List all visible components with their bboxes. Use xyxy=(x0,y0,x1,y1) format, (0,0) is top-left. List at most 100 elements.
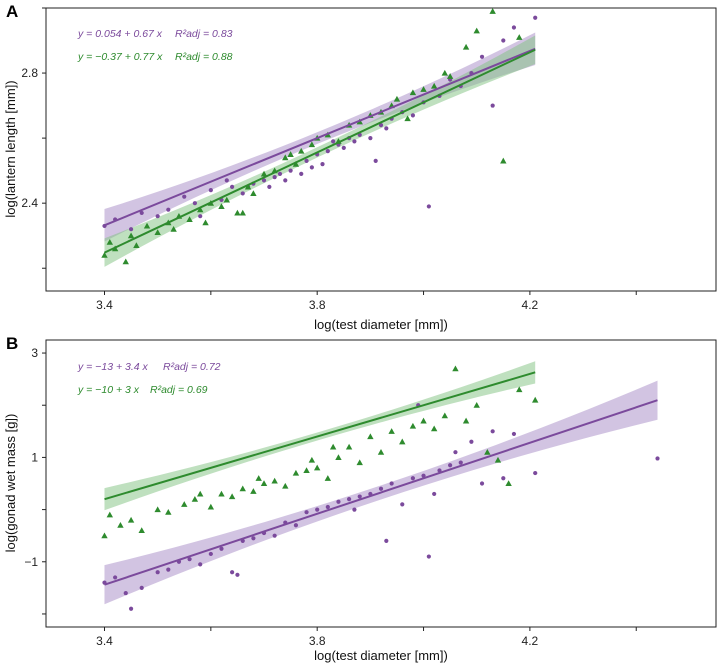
data-point-green xyxy=(399,438,406,445)
fit-line-green xyxy=(104,371,536,501)
data-point-purple xyxy=(139,585,144,590)
data-point-purple xyxy=(325,504,330,510)
panel-b-x-ticks: 3.4 3.8 4.2 xyxy=(96,627,637,648)
x-tick-label: 3.8 xyxy=(309,298,326,312)
data-point-green xyxy=(409,422,417,429)
data-point-green xyxy=(473,402,480,408)
data-point-purple xyxy=(341,145,346,150)
data-point-green xyxy=(239,209,246,216)
data-point-purple xyxy=(288,168,293,173)
panel-b-x-axis-title: log(test diameter [mm]) xyxy=(314,648,448,663)
panel-b-equation-purple: y = −13 + 3.4 x R²adj = 0.72 xyxy=(77,361,221,373)
panel-b-points xyxy=(101,365,660,611)
data-point-green xyxy=(324,475,332,481)
panel-a-plot-area xyxy=(45,7,717,292)
data-point-purple xyxy=(389,481,394,486)
data-point-purple xyxy=(368,136,373,141)
x-tick-label: 3.8 xyxy=(309,634,326,648)
data-point-green xyxy=(101,252,108,258)
data-point-purple xyxy=(299,171,304,176)
x-tick-label: 4.2 xyxy=(522,298,539,312)
data-point-green xyxy=(505,480,512,487)
data-point-green xyxy=(223,196,230,203)
panel-b-equation-purple-text: y = −13 + 3.4 x xyxy=(77,361,149,373)
data-point-purple xyxy=(378,123,384,128)
data-point-green xyxy=(282,154,289,161)
data-point-purple xyxy=(336,499,341,504)
data-point-green xyxy=(228,493,236,500)
data-point-purple xyxy=(128,606,134,611)
panel-a-y-axis-title: log(lantern length [mm]) xyxy=(3,80,18,217)
data-point-purple xyxy=(469,439,474,444)
panel-b-y-axis-title: log(gonad wet mass [g]) xyxy=(3,414,18,553)
data-point-purple xyxy=(501,38,506,43)
data-point-green xyxy=(298,147,305,154)
data-point-purple xyxy=(277,171,283,176)
data-point-green xyxy=(181,501,188,507)
panel-b-axis-frame xyxy=(45,339,717,628)
data-point-purple xyxy=(479,481,485,486)
data-point-green xyxy=(133,242,140,249)
panel-a-y-ticks: 2.4 2.8 xyxy=(21,7,46,269)
data-point-purple xyxy=(272,533,277,538)
data-point-purple xyxy=(331,139,336,144)
data-point-purple xyxy=(357,494,362,499)
data-point-green xyxy=(441,69,449,76)
data-point-green xyxy=(154,229,161,236)
x-tick-label: 4.2 xyxy=(522,634,539,648)
data-point-purple xyxy=(533,15,538,20)
data-point-green xyxy=(106,511,114,518)
data-point-purple xyxy=(155,570,160,575)
data-point-purple xyxy=(230,570,235,575)
data-point-green xyxy=(101,532,108,539)
panel-a-x-ticks: 3.4 3.8 4.2 xyxy=(96,291,637,312)
data-point-green xyxy=(271,477,278,484)
data-point-green xyxy=(138,527,145,534)
data-point-green xyxy=(430,82,438,89)
data-point-purple xyxy=(373,158,378,163)
data-point-green xyxy=(441,412,449,419)
data-point-green xyxy=(462,417,470,424)
data-point-purple xyxy=(437,468,442,473)
data-point-green xyxy=(420,417,427,424)
data-point-purple xyxy=(458,460,463,465)
data-point-green xyxy=(452,365,459,372)
data-point-green xyxy=(388,428,395,434)
data-point-purple xyxy=(432,491,437,497)
data-point-green xyxy=(207,503,215,510)
data-point-green xyxy=(367,433,374,440)
panel-a-r2-purple-text: R²adj = 0.83 xyxy=(175,28,233,40)
data-point-green xyxy=(165,509,172,515)
data-point-purple xyxy=(155,214,160,219)
data-point-green xyxy=(260,480,268,487)
data-point-purple xyxy=(192,201,197,206)
y-tick-label: 2.8 xyxy=(21,66,38,80)
panel-a-r2-green-text: R²adj = 0.88 xyxy=(175,51,233,63)
data-point-green xyxy=(393,95,401,102)
data-point-purple xyxy=(448,463,453,468)
data-point-green xyxy=(218,490,225,497)
data-point-purple xyxy=(453,450,458,455)
data-point-purple xyxy=(208,551,213,557)
data-point-green xyxy=(154,506,161,513)
data-point-green xyxy=(516,34,523,40)
data-point-purple xyxy=(426,554,431,559)
data-point-green xyxy=(170,225,177,232)
x-tick-label: 3.4 xyxy=(96,298,113,312)
data-point-purple xyxy=(410,476,416,481)
data-point-green xyxy=(255,475,262,481)
data-point-green xyxy=(409,89,417,96)
data-point-green xyxy=(127,516,135,523)
data-point-green xyxy=(122,258,129,265)
fit-line-purple xyxy=(104,399,658,586)
data-point-green xyxy=(260,170,268,177)
data-point-green xyxy=(377,448,385,455)
data-point-purple xyxy=(272,175,277,180)
data-point-purple xyxy=(235,572,240,577)
data-point-green xyxy=(356,459,363,466)
data-point-green xyxy=(484,448,491,455)
data-point-green xyxy=(420,86,427,92)
data-point-green xyxy=(191,495,199,502)
data-point-green xyxy=(308,141,316,148)
data-point-green xyxy=(489,8,496,14)
